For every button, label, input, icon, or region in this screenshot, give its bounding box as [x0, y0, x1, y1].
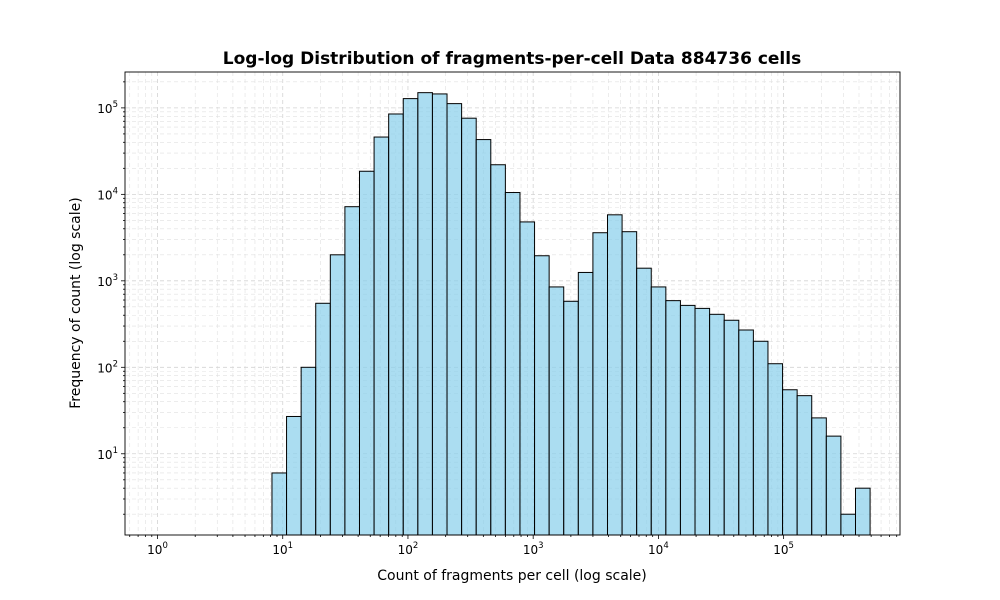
histogram-bar: [373, 136, 390, 536]
histogram-bar: [636, 267, 652, 536]
histogram-bar: [694, 307, 711, 536]
histogram-bar: [417, 92, 433, 536]
histogram-bar: [840, 513, 856, 536]
histogram-bar: [461, 117, 477, 536]
histogram-bar: [286, 415, 302, 536]
histogram-bar: [315, 302, 331, 536]
x-tick-label: 101: [272, 541, 293, 557]
histogram-bar: [811, 417, 827, 536]
histogram-bar: [767, 363, 784, 536]
histogram-bar: [358, 170, 375, 536]
histogram-bar: [504, 192, 521, 536]
histogram-bar: [446, 103, 463, 536]
x-tick-label: 105: [773, 541, 794, 557]
x-tick-label: 103: [523, 541, 544, 557]
histogram-bar: [563, 300, 579, 536]
y-tick-label: 101: [97, 446, 118, 462]
histogram-bar: [679, 304, 696, 536]
y-tick-label: 104: [97, 186, 118, 202]
histogram-bar: [534, 255, 550, 536]
histogram-bar: [709, 313, 725, 536]
x-tick-label: 100: [147, 541, 168, 557]
y-tick-label: 105: [97, 100, 118, 116]
axis-ticks: 100 101 102 103 104 105 101 102 103 104 105: [97, 81, 898, 557]
histogram-bar: [271, 472, 288, 536]
histogram-bar: [752, 340, 769, 536]
x-tick-label: 102: [398, 541, 419, 557]
histogram-bar: [388, 113, 404, 536]
x-tick-label: 104: [648, 541, 669, 557]
y-axis-label: Frequency of count (log scale): [68, 197, 84, 408]
histogram-bar: [796, 395, 813, 536]
chart-title: Log-log Distribution of fragments-per-ce…: [223, 49, 801, 69]
histogram-bar: [854, 487, 871, 536]
histogram-bar: [621, 231, 638, 536]
histogram-bar: [329, 254, 346, 536]
x-axis-label: Count of fragments per cell (log scale): [377, 568, 647, 584]
histogram-bar: [475, 139, 492, 536]
histogram-bar: [431, 93, 448, 536]
histogram-bar: [650, 286, 667, 536]
histogram-bar: [519, 221, 536, 536]
histogram-bar: [577, 271, 594, 536]
histogram-bar: [782, 389, 798, 536]
histogram-bar: [300, 366, 317, 536]
histogram-bar: [665, 300, 681, 536]
histogram-bar: [548, 286, 565, 536]
histogram-bar: [723, 319, 740, 536]
plot-frame: [124, 71, 901, 536]
histogram-bar: [402, 98, 419, 536]
histogram-bar: [344, 206, 360, 536]
histogram-bar: [592, 232, 608, 536]
histogram-bar: [825, 435, 842, 536]
y-tick-label: 102: [97, 359, 118, 375]
y-tick-label: 103: [97, 273, 118, 289]
histogram-bar: [738, 329, 754, 536]
histogram-bar: [490, 164, 506, 536]
histogram-bar: [606, 214, 623, 536]
